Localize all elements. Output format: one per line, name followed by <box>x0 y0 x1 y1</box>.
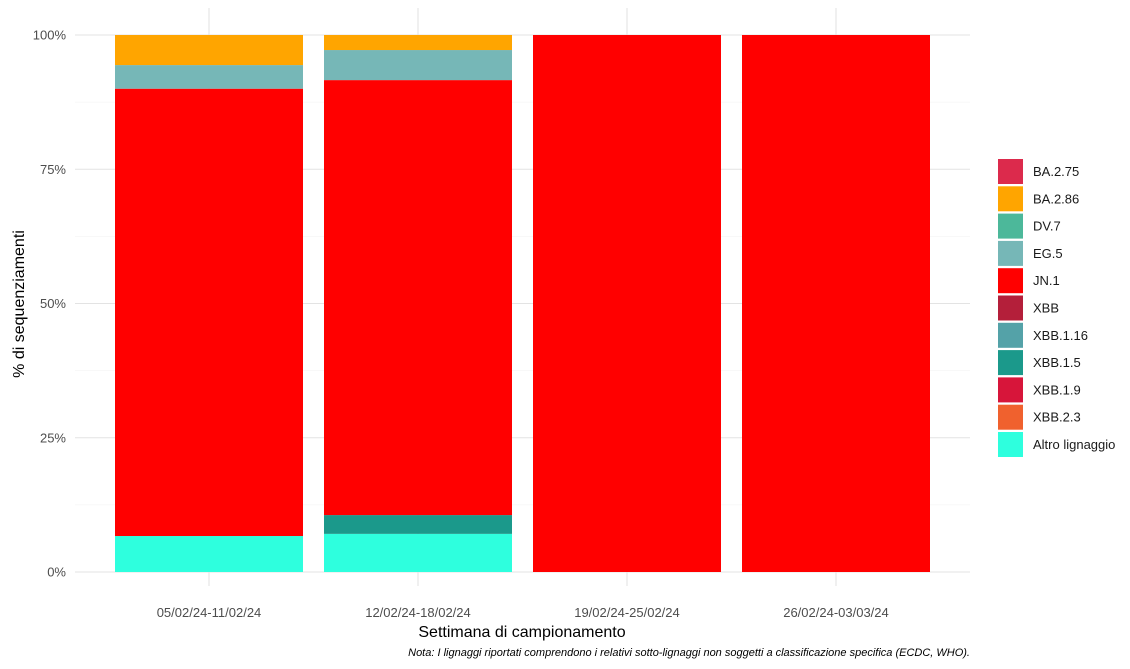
x-tick-label: 19/02/24-25/02/24 <box>574 605 680 620</box>
bar-segment-ba-2-86 <box>115 35 303 66</box>
legend-key <box>998 350 1023 376</box>
legend-key <box>998 295 1023 321</box>
legend-label: XBB.1.16 <box>1033 328 1088 343</box>
bar-segment-xbb-1-5 <box>324 515 512 534</box>
legend-label: EG.5 <box>1033 246 1063 261</box>
legend-label: XBB.1.9 <box>1033 382 1081 397</box>
bars <box>115 35 930 572</box>
bar-segment-jn-1 <box>742 35 930 572</box>
bar-segment-eg-5 <box>324 50 512 81</box>
x-tick-label: 12/02/24-18/02/24 <box>365 605 471 620</box>
bar-segment-jn-1 <box>115 88 303 537</box>
y-tick-label: 100% <box>33 28 67 43</box>
bar-segment-altro-lignaggio <box>324 533 512 572</box>
legend-label: XBB.1.5 <box>1033 355 1081 370</box>
legend-key <box>998 186 1023 212</box>
y-axis-ticks: 0% 25% 50% 75% 100% <box>33 28 67 580</box>
y-tick-label: 50% <box>40 296 66 311</box>
legend-label: DV.7 <box>1033 219 1061 234</box>
legend: BA.2.75 BA.2.86 DV.7 EG.5 JN.1 XBB XBB.1.16 XBB… <box>998 159 1115 457</box>
legend-key <box>998 213 1023 239</box>
bar-segment-altro-lignaggio <box>115 536 303 572</box>
legend-label: JN.1 <box>1033 273 1060 288</box>
y-tick-label: 0% <box>47 565 66 580</box>
legend-label: XBB <box>1033 301 1059 316</box>
legend-key <box>998 159 1023 184</box>
legend-key <box>998 377 1023 403</box>
y-tick-label: 75% <box>40 162 66 177</box>
legend-label: BA.2.75 <box>1033 164 1079 179</box>
legend-key <box>998 322 1023 348</box>
x-tick-label: 26/02/24-03/03/24 <box>783 605 889 620</box>
bar-segment-ba-2-86 <box>324 35 512 51</box>
legend-label: Altro lignaggio <box>1033 437 1115 452</box>
legend-key <box>998 404 1023 430</box>
bar-segment-jn-1 <box>533 35 721 572</box>
x-axis-ticks: 05/02/24-11/02/24 12/02/24-18/02/24 19/02/… <box>157 605 889 620</box>
x-axis-title: Settimana di campionamento <box>418 624 625 641</box>
legend-key <box>998 432 1023 457</box>
x-tick-label: 05/02/24-11/02/24 <box>157 605 262 620</box>
legend-label: BA.2.86 <box>1033 191 1079 206</box>
legend-label: XBB.2.3 <box>1033 410 1081 425</box>
y-tick-label: 25% <box>40 430 66 445</box>
y-axis-title: % di sequenziamenti <box>11 230 28 378</box>
bar-segment-jn-1 <box>324 80 512 516</box>
legend-key <box>998 240 1023 266</box>
chart-caption: Nota: I lignaggi riportati comprendono i… <box>408 647 970 659</box>
bar-segment-eg-5 <box>115 65 303 89</box>
legend-key <box>998 268 1023 294</box>
